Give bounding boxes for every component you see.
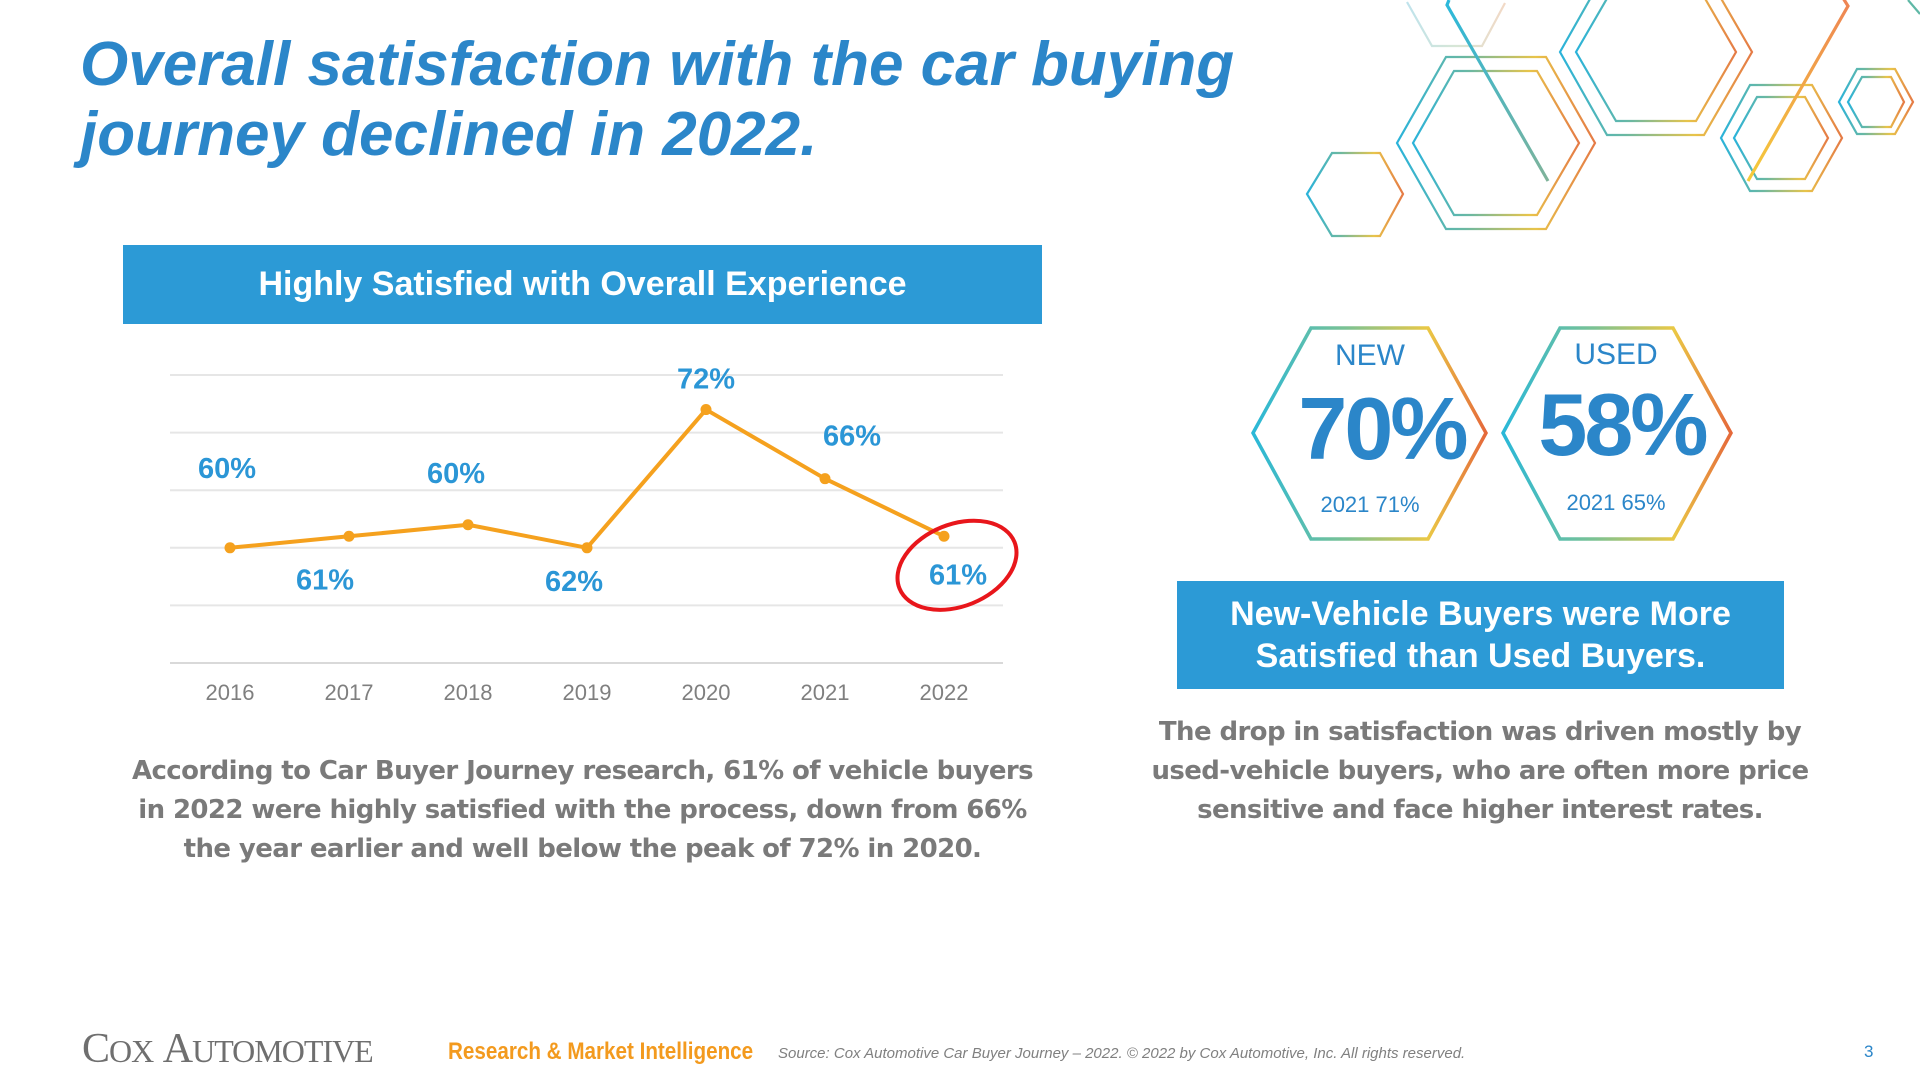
highlight-circle-2022 <box>895 518 1019 612</box>
cox-automotive-logo: COX AUTOMOTIVE <box>82 1025 374 1073</box>
chart-title-text: Highly Satisfied with Overall Experience <box>258 265 907 303</box>
x-axis-label-2020: 2020 <box>682 680 731 705</box>
chart-title-banner: Highly Satisfied with Overall Experience <box>123 245 1042 324</box>
slide-title-line1: Overall satisfaction with the car buying <box>80 30 1235 99</box>
logo-letter-c: C <box>82 1026 110 1072</box>
comparison-body-text: The drop in satisfaction was driven most… <box>1151 717 1809 825</box>
comparison-banner: New-Vehicle Buyers were More Satisfied t… <box>1177 581 1784 689</box>
data-label-2019: 62% <box>545 566 603 598</box>
stat-card-new-label: NEW <box>1335 339 1405 372</box>
data-point-2022 <box>938 530 950 542</box>
data-point-2018 <box>462 519 474 531</box>
comparison-banner-line1: New-Vehicle Buyers were More <box>1230 595 1731 633</box>
logo-letters-utomotive: UTOMOTIVE <box>192 1033 374 1069</box>
data-label-2022: 61% <box>929 559 987 591</box>
chart-summary-text: According to Car Buyer Journey research,… <box>131 756 1034 864</box>
chart-data-points <box>224 404 950 554</box>
data-label-2016: 60% <box>198 453 256 485</box>
data-label-2020: 72% <box>677 364 735 396</box>
comparison-banner-line2: Satisfied than Used Buyers. <box>1255 637 1706 675</box>
data-label-2021: 66% <box>823 421 881 453</box>
data-label-2018: 60% <box>427 458 485 490</box>
logo-letters-ox: OX <box>109 1033 154 1069</box>
x-axis-label-2016: 2016 <box>206 680 255 705</box>
x-axis-label-2017: 2017 <box>325 680 374 705</box>
data-point-2020 <box>700 404 712 416</box>
chart-gridlines <box>170 374 1003 664</box>
data-point-2016 <box>224 542 236 554</box>
division-name: Research & Market Intelligence <box>448 1038 754 1065</box>
page-number: 3 <box>1864 1042 1874 1061</box>
x-axis-label-2022: 2022 <box>920 680 969 705</box>
chart-x-axis-labels: 2016 2017 2018 2019 2020 2021 2022 <box>206 680 969 705</box>
stat-card-new-value: 70% <box>1298 379 1468 478</box>
data-point-2017 <box>343 530 355 542</box>
logo-letter-a: A <box>162 1026 193 1072</box>
x-axis-label-2018: 2018 <box>444 680 493 705</box>
slide-title: Overall satisfaction with the car buying… <box>80 30 1380 170</box>
stat-card-new-previous: 2021 71% <box>1320 492 1420 517</box>
data-point-2019 <box>581 542 593 554</box>
x-axis-label-2021: 2021 <box>801 680 850 705</box>
slide-title-line2: journey declined in 2022. <box>80 100 818 169</box>
stat-card-used-previous: 2021 65% <box>1566 490 1666 515</box>
stat-card-used-label: USED <box>1574 338 1658 371</box>
stat-card-used-value: 58% <box>1538 375 1708 474</box>
chart-data-labels: 60% 61% 60% 62% 72% 66% 61% <box>198 364 987 598</box>
source-citation: Source: Cox Automotive Car Buyer Journey… <box>778 1045 1466 1062</box>
data-label-2017: 61% <box>296 564 354 596</box>
x-axis-label-2019: 2019 <box>563 680 612 705</box>
data-point-2021 <box>819 473 831 485</box>
